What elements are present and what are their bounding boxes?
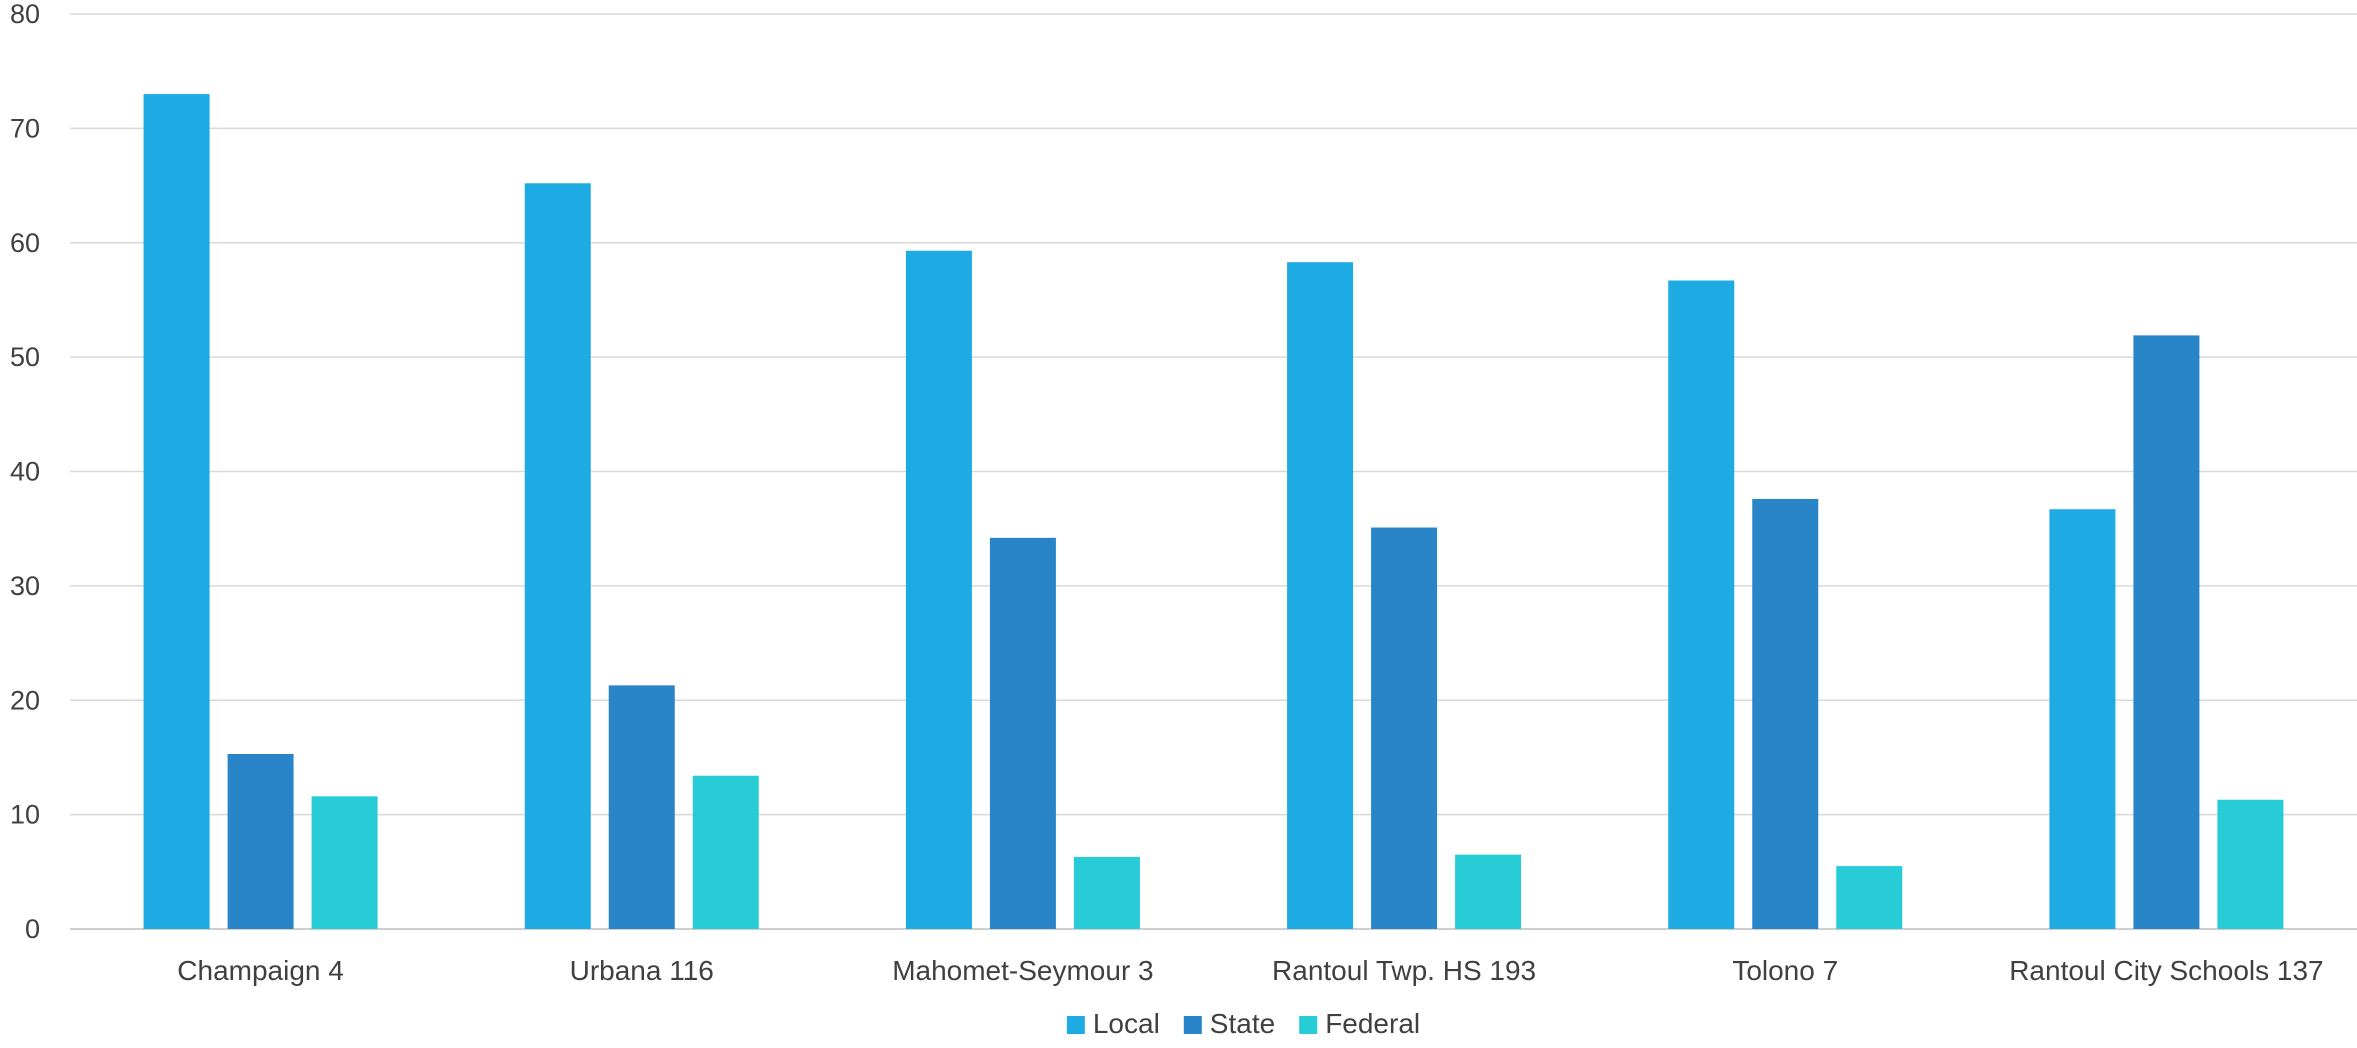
legend-label-state: State	[1210, 1008, 1275, 1039]
bar-local	[524, 183, 591, 929]
y-tick-label: 70	[10, 113, 40, 143]
bar-state	[608, 685, 675, 929]
legend: Local State Federal	[1066, 1008, 1420, 1039]
y-tick-label: 0	[25, 914, 40, 944]
legend-label-federal: Federal	[1325, 1008, 1420, 1039]
legend-swatch-state	[1183, 1016, 1202, 1034]
bar-federal	[2217, 799, 2284, 929]
bar-federal	[1073, 856, 1140, 929]
y-axis-ticks: 0 10 20 30 40 50 60 70 80	[10, 0, 40, 944]
bar-local	[1668, 280, 1735, 929]
y-tick-label: 30	[10, 571, 40, 601]
x-category-label: Champaign 4	[177, 955, 344, 986]
bar-federal	[311, 796, 378, 929]
bar-state	[227, 754, 294, 929]
x-category-label: Rantoul City Schools 137	[2009, 955, 2323, 986]
bar-federal	[1836, 866, 1903, 929]
legend-swatch-federal	[1299, 1016, 1318, 1034]
bar-local	[1287, 262, 1354, 930]
bar-state	[1371, 527, 1438, 929]
x-category-label: Rantoul Twp. HS 193	[1272, 955, 1536, 986]
legend-swatch-local	[1066, 1016, 1085, 1034]
x-axis-categories: Champaign 4 Urbana 116 Mahomet-Seymour 3 Ra…	[177, 955, 2323, 986]
y-tick-label: 50	[10, 342, 40, 372]
bar-state	[1752, 498, 1819, 929]
bar-local	[2049, 509, 2116, 929]
y-tick-label: 80	[10, 0, 40, 29]
bar-local	[905, 250, 972, 930]
bar-federal	[692, 775, 759, 929]
y-tick-label: 60	[10, 228, 40, 258]
x-category-label: Urbana 116	[570, 955, 714, 986]
bar-local	[143, 94, 210, 929]
bar-federal	[1455, 854, 1522, 929]
legend-label-local: Local	[1093, 1008, 1160, 1039]
gridlines	[70, 13, 2357, 930]
y-tick-label: 10	[10, 800, 40, 830]
y-tick-label: 20	[10, 685, 40, 715]
bar-state	[2133, 335, 2200, 929]
x-category-label: Tolono 7	[1732, 955, 1838, 986]
x-category-label: Mahomet-Seymour 3	[892, 955, 1153, 986]
bars	[143, 94, 2284, 930]
y-tick-label: 40	[10, 457, 40, 487]
bar-state	[989, 537, 1056, 929]
